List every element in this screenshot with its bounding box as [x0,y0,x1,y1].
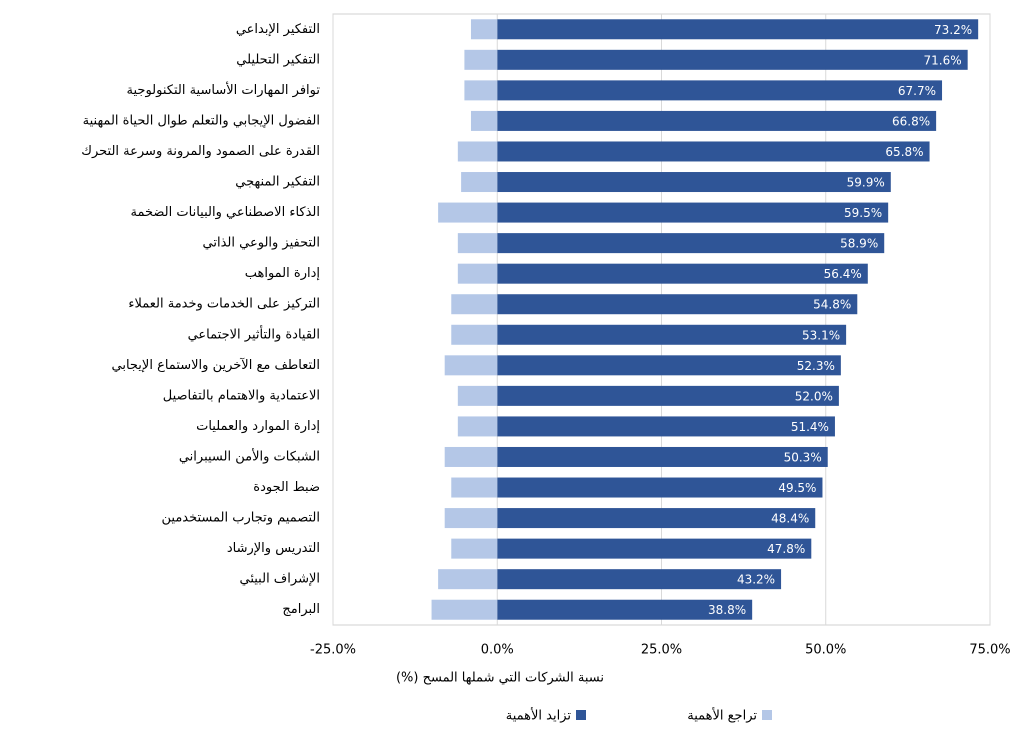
value-label: 54.8% [813,298,851,312]
x-axis-title: نسبة الشركات التي شملها المسح (%) [396,671,604,686]
bar [457,233,498,254]
value-label: 73.2% [934,23,972,37]
value-label: 38.8% [708,603,746,617]
bar [497,416,835,437]
y-tick-label: القيادة والتأثير الاجتماعي [188,324,320,342]
legend-label: تراجع الأهمية [687,707,757,724]
bar [497,355,841,376]
bar [497,49,968,70]
bar [464,80,498,101]
bar [497,599,753,620]
value-label: 56.4% [824,267,862,281]
y-tick-label: التفكير الإبداعي [236,22,320,37]
y-tick-label: التركيز على الخدمات وخدمة العملاء [128,297,320,312]
bar [497,385,839,406]
value-label: 66.8% [892,114,930,128]
bar [497,202,889,223]
y-tick-label: الاعتمادية والاهتمام بالتفاصيل [163,388,320,403]
bar [497,263,868,284]
legend-swatch [576,710,586,720]
bar [438,569,498,590]
bar [497,538,812,559]
value-label: 71.6% [924,53,962,67]
x-tick-label: 0.0% [481,643,514,658]
y-tick-label: الفضول الإيجابي والتعلم طوال الحياة المه… [83,113,320,128]
y-tick-label: توافر المهارات الأساسية التكنولوجية [127,81,321,98]
x-tick-label: 25.0% [641,643,682,658]
value-label: 51.4% [791,420,829,434]
legend-label: تزايد الأهمية [506,707,572,724]
x-tick-label: -25.0% [310,643,356,658]
value-label: 52.3% [797,359,835,373]
bar [444,508,498,529]
bar [497,110,937,131]
bar [457,141,498,162]
bar [457,263,498,284]
value-label: 59.9% [847,176,885,190]
value-label: 53.1% [802,328,840,342]
value-label: 59.5% [844,206,882,220]
value-label: 50.3% [784,450,822,464]
x-tick-label: 75.0% [969,643,1010,658]
bar [497,569,782,590]
y-tick-label: التدريس والإرشاد [227,541,320,556]
bar [461,172,498,193]
bar [451,294,498,315]
y-tick-label: التحفيز والوعي الذاتي [203,236,320,251]
y-tick-label: الإشراف البيئي [240,572,321,587]
y-tick-label: القدرة على الصمود والمرونة وسرعة التحرك [81,144,320,159]
y-tick-label: التعاطف مع الآخرين والاستماع الإيجابي [112,357,321,373]
bar [497,172,891,193]
y-tick-label: إدارة المواهب [245,266,320,281]
bar [457,416,498,437]
y-tick-label: الشبكات والأمن السيبراني [179,447,320,464]
bar [451,477,498,498]
bar [497,19,979,40]
y-tick-label: التفكير التحليلي [236,52,320,67]
value-label: 67.7% [898,84,936,98]
bar [497,446,828,467]
bar [464,49,498,70]
y-tick-label: ضبط الجودة [253,480,320,495]
legend-swatch [762,710,772,720]
bar [497,294,858,315]
bar [497,80,943,101]
value-label: 58.9% [840,237,878,251]
bar [470,19,498,40]
y-tick-label: البرامج [282,602,320,617]
bar [470,110,498,131]
bar [451,538,498,559]
bar [444,446,498,467]
bar [431,599,498,620]
value-label: 47.8% [767,542,805,556]
bar [497,233,885,254]
value-label: 65.8% [885,145,923,159]
value-label: 52.0% [795,389,833,403]
bar [444,355,498,376]
y-tick-label: التفكير المنهجي [235,175,320,190]
value-label: 48.4% [771,512,809,526]
value-label: 43.2% [737,573,775,587]
bar [438,202,498,223]
bar [497,324,847,345]
bar [457,385,498,406]
bar [451,324,498,345]
bar [497,508,816,529]
x-tick-label: 50.0% [805,643,846,658]
value-label: 49.5% [778,481,816,495]
y-tick-label: التصميم وتجارب المستخدمين [162,511,321,526]
bar [497,141,930,162]
y-tick-label: الذكاء الاصطناعي والبيانات الضخمة [131,205,320,220]
y-tick-label: إدارة الموارد والعمليات [196,419,320,434]
bar [497,477,823,498]
